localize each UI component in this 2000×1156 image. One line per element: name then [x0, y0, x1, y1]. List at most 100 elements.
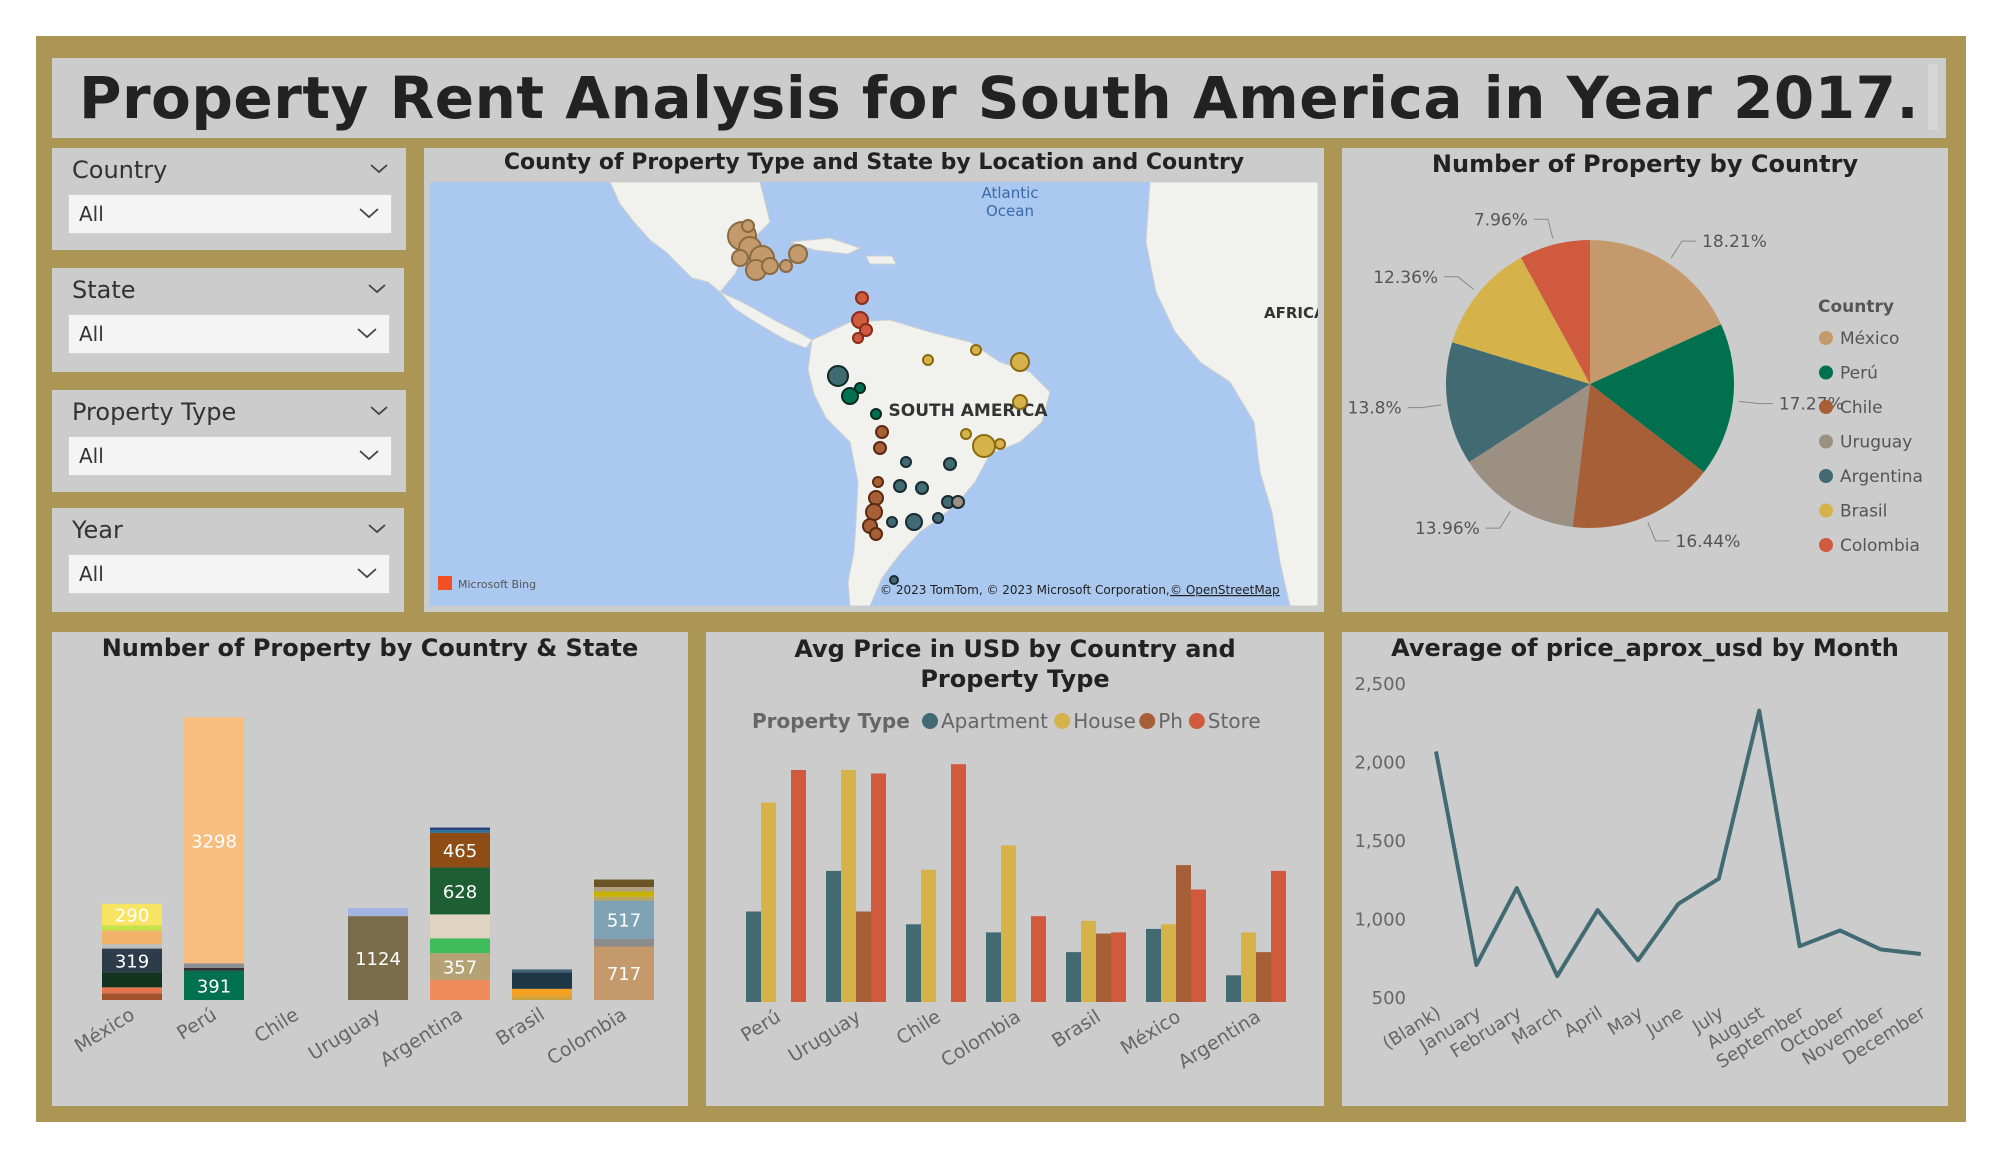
slicer-state: State All: [52, 268, 404, 372]
stacked-bar-data-label: 1124: [355, 949, 401, 970]
pie-data-label: 7.96%: [1474, 210, 1528, 230]
cluster-bar: [791, 770, 806, 1002]
pie-chart[interactable]: 18.21% 17.27% 16.44% 13.96% 13.8% 12.36% 7.96%…: [1342, 188, 1948, 608]
cluster-axis-label: Brasil: [1048, 1006, 1105, 1053]
cluster-bar: [826, 870, 841, 1002]
pie-leader-line: [1407, 404, 1442, 409]
cluster-bar: [1081, 920, 1096, 1002]
stacked-bar-segment: [102, 972, 162, 988]
slicer-property-type-dropdown[interactable]: All: [68, 436, 392, 476]
cluster-bar: [951, 764, 966, 1002]
map-title: County of Property Type and State by Loc…: [503, 150, 1245, 175]
legend-marker-icon: [1139, 713, 1156, 729]
pie-slice-colombia: [1520, 240, 1590, 384]
cluster-legend-item: Apartment: [941, 709, 1048, 733]
cluster-bar: [1176, 865, 1191, 1002]
stacked-bar-data-label: 357: [443, 958, 477, 979]
cluster-bar: [1191, 889, 1206, 1002]
cluster-bar: [1001, 845, 1016, 1002]
stacked-bar-segment: [594, 900, 654, 940]
slicer-country-dropdown[interactable]: All: [68, 194, 392, 234]
line-y-tick: 2,000: [1354, 753, 1406, 774]
stacked-bar-segment: [102, 993, 162, 1000]
africa-label: AFRICA: [1264, 304, 1318, 322]
stacked-bar-title: Number of Property by Country & State: [101, 634, 639, 662]
pie-legend-item: Colombia: [1840, 536, 1920, 556]
stacked-bar-segment: [430, 867, 490, 915]
map-attribution-link: © OpenStreetMap: [1170, 583, 1280, 597]
cluster-bar: [1066, 952, 1081, 1002]
land-central-america: [719, 291, 813, 349]
stacked-bar-data-label: 290: [115, 906, 149, 927]
cluster-axis-label: Colombia: [937, 1006, 1024, 1072]
stacked-bar-segment: [430, 829, 490, 833]
line-chart[interactable]: 2,5002,0001,5001,000500(Blank)JanuaryFeb…: [1342, 632, 1948, 1106]
cluster-bar: [906, 924, 921, 1002]
cluster-bar: [856, 911, 871, 1002]
pie-leader-line: [1485, 510, 1511, 529]
avg-price-title: Avg Price in USD by Country and Property…: [794, 635, 1236, 693]
pie-legend-item: Perú: [1840, 364, 1878, 384]
pie-data-label: 13.96%: [1415, 519, 1480, 539]
land-hispaniola: [865, 255, 897, 265]
cluster-bar: [841, 770, 856, 1002]
slicer-state-value: All: [79, 322, 104, 346]
stacked-bar-axis-label: Perú: [173, 1004, 221, 1045]
stacked-bar-segment: [430, 827, 490, 830]
land-africa: [1145, 182, 1318, 606]
ocean-label-2: Ocean: [986, 202, 1034, 220]
stacked-bar-segment: [102, 944, 162, 949]
chevron-down-icon[interactable]: [368, 284, 386, 294]
stacked-bar-data-label: 628: [443, 882, 477, 903]
title-bar: Property Rent Analysis for South America…: [52, 58, 1946, 138]
legend-marker-icon: [1054, 713, 1071, 729]
chevron-down-icon[interactable]: [370, 164, 388, 174]
pie-legend-item: Chile: [1840, 398, 1883, 418]
pie-data-label: 16.44%: [1676, 532, 1741, 552]
stacked-bar-segment: [430, 938, 490, 954]
cluster-legend-item: House: [1073, 709, 1136, 733]
stacked-bar-data-label: 517: [607, 911, 641, 932]
stacked-bar-data-label: 465: [443, 841, 477, 862]
cluster-bar: [1031, 916, 1046, 1002]
stacked-bar-segment: [594, 939, 654, 947]
chevron-down-icon[interactable]: [368, 524, 386, 534]
chevron-down-icon: [357, 568, 377, 579]
cluster-bar: [1146, 928, 1161, 1002]
slicer-country-label: Country: [72, 156, 168, 184]
cluster-legend: Property Type Apartment House Ph Store: [752, 709, 1261, 733]
stacked-bar-chart[interactable]: 319 290 México 391 3298 Perú Chile 1124 Uruguay 3…: [52, 632, 688, 1106]
map-points: [727, 219, 1030, 585]
slicer-year: Year All: [52, 508, 404, 612]
pie-slice-méxico: [1590, 240, 1722, 384]
line-y-tick: 1,000: [1354, 910, 1406, 931]
stacked-bar-segment: [102, 925, 162, 931]
cluster-bar: [1256, 952, 1271, 1002]
stacked-bar-segment: [512, 988, 572, 997]
stacked-bar-axis-label: Colombia: [543, 1004, 630, 1070]
pie-slice-perú: [1590, 324, 1734, 473]
cluster-bar: [921, 869, 936, 1002]
cluster-axis-label: Uruguay: [785, 1006, 865, 1067]
pie-slice-brasil: [1452, 257, 1590, 384]
stacked-bar-segment: [512, 972, 572, 989]
pie-legend-item: Argentina: [1840, 467, 1923, 487]
slicer-state-label: State: [72, 276, 136, 304]
cluster-axis-label: Perú: [737, 1006, 785, 1047]
stacked-bar-segment: [430, 832, 490, 868]
slicer-year-dropdown[interactable]: All: [68, 554, 390, 594]
map-canvas[interactable]: Atlantic Ocean SOUTH AMERICA AFRICA: [430, 182, 1318, 606]
cluster-bar: [1226, 975, 1241, 1002]
pie-legend-item: México: [1840, 329, 1899, 349]
stacked-bar-segment: [512, 969, 572, 973]
title-scroll-edge: [1928, 64, 1938, 130]
stacked-bar-segment: [594, 896, 654, 901]
stacked-bar-segment: [430, 979, 490, 1000]
line-panel: Average of price_aprox_usd by Month 2,50…: [1342, 632, 1948, 1106]
chevron-down-icon[interactable]: [370, 406, 388, 416]
stacked-bar-panel: Number of Property by Country & State 31…: [52, 632, 688, 1106]
bing-logo-icon: [438, 576, 452, 590]
avg-price-chart[interactable]: Property Type Apartment House Ph Store Perú Ur…: [706, 632, 1324, 1106]
slicer-state-dropdown[interactable]: All: [68, 314, 390, 354]
line-title: Average of price_aprox_usd by Month: [1391, 634, 1899, 662]
